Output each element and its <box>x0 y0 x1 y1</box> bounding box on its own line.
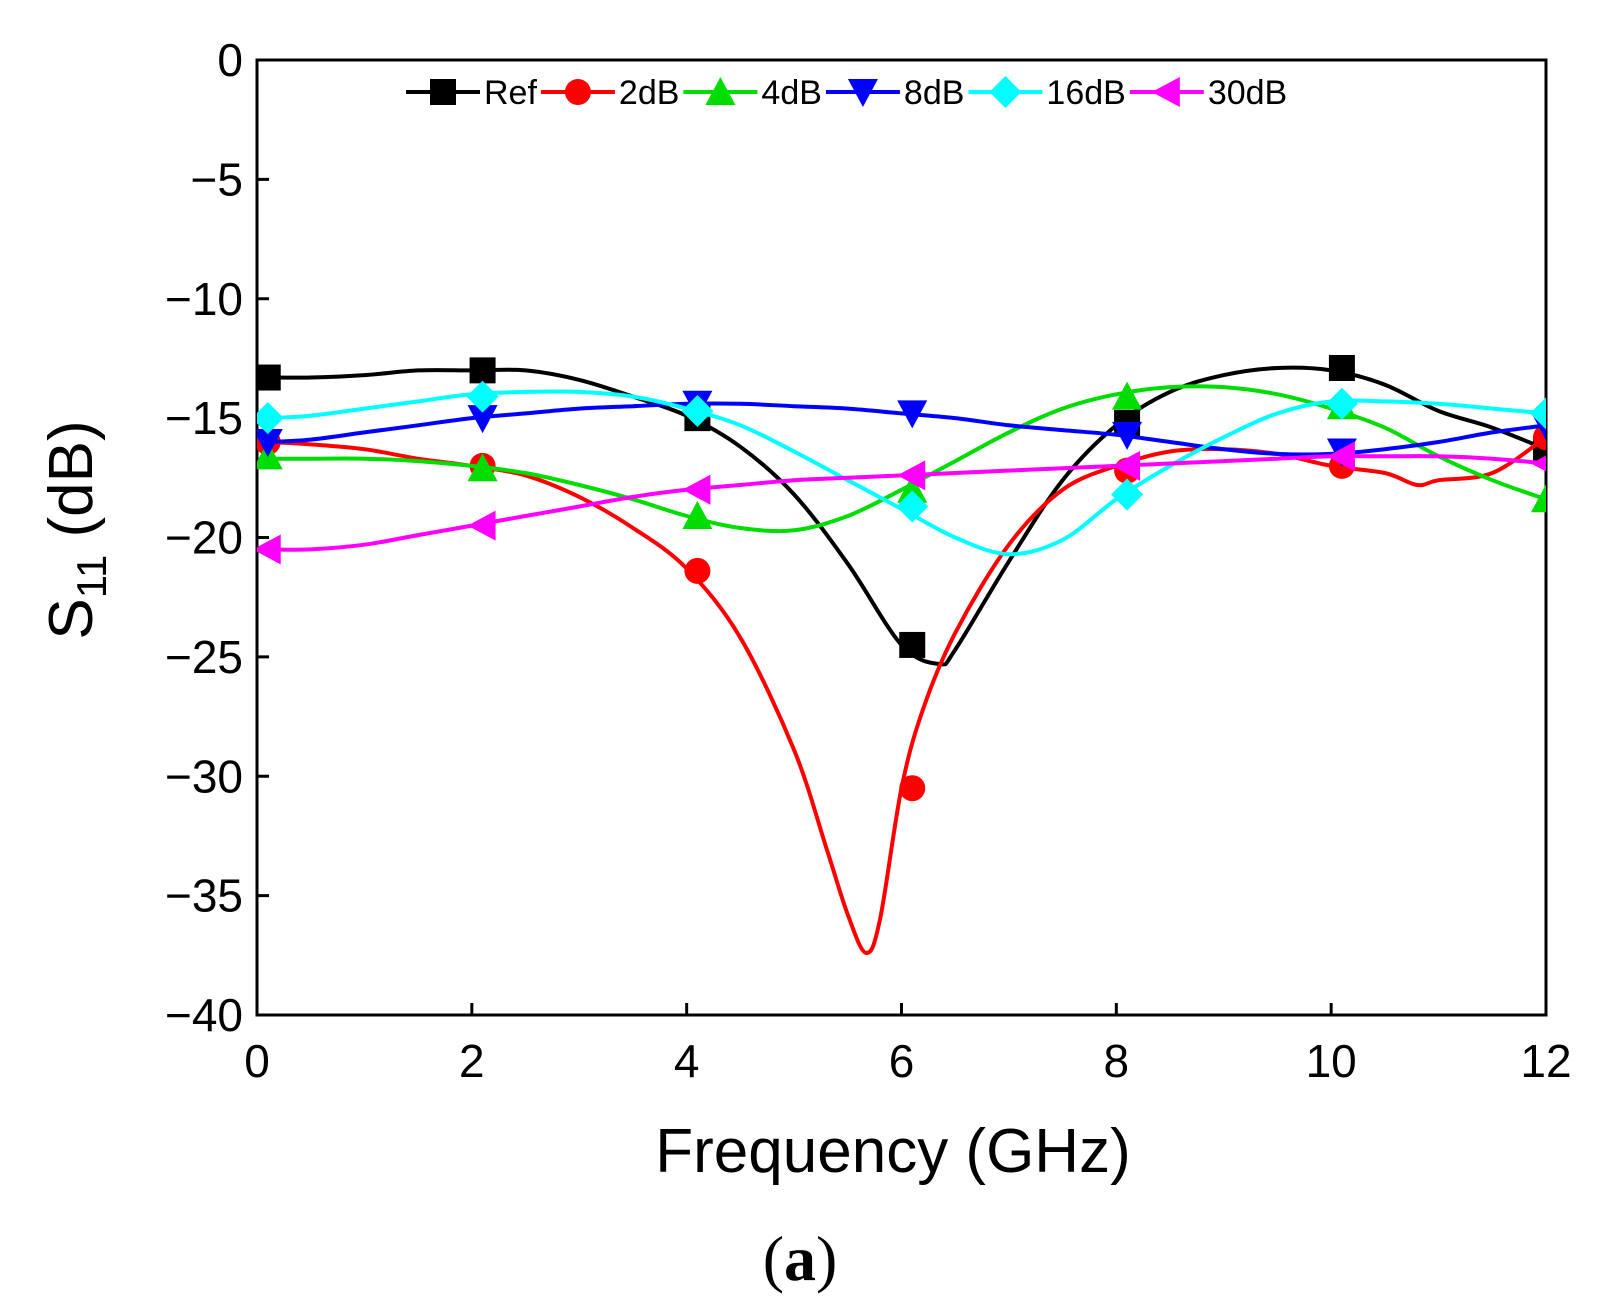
data-point-2db <box>899 775 926 802</box>
series-16db <box>257 380 1546 557</box>
data-point-30db <box>467 510 496 541</box>
y-tick-label: −25 <box>165 631 243 683</box>
data-point-16db <box>896 490 929 523</box>
data-point-16db <box>257 402 284 435</box>
data-point-30db <box>1112 450 1141 481</box>
y-tick-label: −15 <box>165 392 243 444</box>
data-point-4db <box>1112 381 1143 410</box>
data-point-16db <box>681 394 714 427</box>
legend-label-2db: 2dB <box>619 74 680 112</box>
legend-item-2db: 2dB <box>540 74 680 112</box>
x-tick-label: 12 <box>1520 1035 1571 1087</box>
panel-label-open: ( <box>763 1223 784 1294</box>
data-point-16db <box>466 380 499 413</box>
x-axis-title: Frequency (GHz) <box>655 1117 1130 1186</box>
legend-swatch-marker-ref <box>430 79 456 105</box>
data-point-ref <box>899 631 926 658</box>
x-tick-label: 4 <box>674 1035 700 1087</box>
y-tick-label: −20 <box>165 512 243 564</box>
data-point-ref <box>1328 354 1355 381</box>
data-point-30db <box>682 474 711 505</box>
y-tick-label: −10 <box>165 273 243 325</box>
x-tick-label: 10 <box>1306 1035 1357 1087</box>
y-tick-label: −35 <box>165 870 243 922</box>
legend-label-4db: 4dB <box>761 74 822 112</box>
y-tick-label: −40 <box>165 989 243 1041</box>
legend-swatch-marker-2db <box>564 79 591 105</box>
y-axis-title-unit: (dB) <box>37 420 106 554</box>
data-point-16db <box>1530 397 1546 430</box>
y-axis-title-subscript: 11 <box>68 555 115 599</box>
data-point-8db <box>1112 421 1143 450</box>
data-point-2db <box>684 557 711 584</box>
data-point-16db <box>1111 478 1144 511</box>
data-point-30db <box>1326 441 1355 472</box>
x-tick-label: 8 <box>1104 1035 1130 1087</box>
series-30db <box>257 441 1546 565</box>
data-point-4db <box>897 474 928 503</box>
legend-swatch-marker-16db <box>989 76 1022 108</box>
y-axis-title: S11 (dB) <box>37 420 115 639</box>
y-tick-label: 0 <box>217 34 243 86</box>
series-line-8db <box>267 401 1546 457</box>
legend-label-ref: Ref <box>484 74 537 112</box>
x-tick-label: 0 <box>244 1035 270 1087</box>
svg-text:S11 (dB): S11 (dB) <box>37 420 115 639</box>
data-point-8db <box>257 429 283 457</box>
legend-label-8db: 8dB <box>904 74 965 112</box>
data-point-4db <box>467 453 498 482</box>
panel-label-letter: a <box>784 1223 816 1294</box>
panel-label: (a) <box>763 1223 838 1294</box>
data-point-ref <box>257 364 281 391</box>
x-tick-label: 2 <box>459 1035 485 1087</box>
y-tick-label: −30 <box>165 750 243 802</box>
y-tick-label: −5 <box>191 153 243 205</box>
plot-frame <box>255 58 1548 1017</box>
data-point-30db <box>257 534 281 565</box>
data-point-4db <box>257 441 283 470</box>
legend-item-4db: 4dB <box>683 74 822 112</box>
legend-swatch-marker-8db <box>847 79 878 107</box>
legend-item-ref: Ref <box>406 74 537 112</box>
data-point-4db <box>1531 484 1546 513</box>
legend-swatch-marker-4db <box>705 77 736 105</box>
legend-item-8db: 8dB <box>825 74 965 112</box>
legend-label-30db: 30dB <box>1208 74 1287 112</box>
panel-label-close: ) <box>816 1223 837 1294</box>
data-point-4db <box>682 501 713 530</box>
x-tick-label: 6 <box>889 1035 915 1087</box>
legend-item-30db: 30dB <box>1129 74 1287 112</box>
data-point-16db <box>1325 387 1358 420</box>
data-point-ref <box>469 357 496 384</box>
legend: Ref 2dB 4dB 8dB 16dB 30dB <box>406 74 1287 112</box>
data-point-30db <box>1531 455 1546 472</box>
data-point-8db <box>897 400 928 429</box>
data-point-8db <box>467 405 498 434</box>
y-axis-title-main: S <box>37 598 106 639</box>
legend-label-16db: 16dB <box>1046 74 1125 112</box>
data-point-30db <box>897 460 926 491</box>
legend-item-16db: 16dB <box>968 74 1126 112</box>
legend-swatch-marker-30db <box>1151 77 1180 107</box>
